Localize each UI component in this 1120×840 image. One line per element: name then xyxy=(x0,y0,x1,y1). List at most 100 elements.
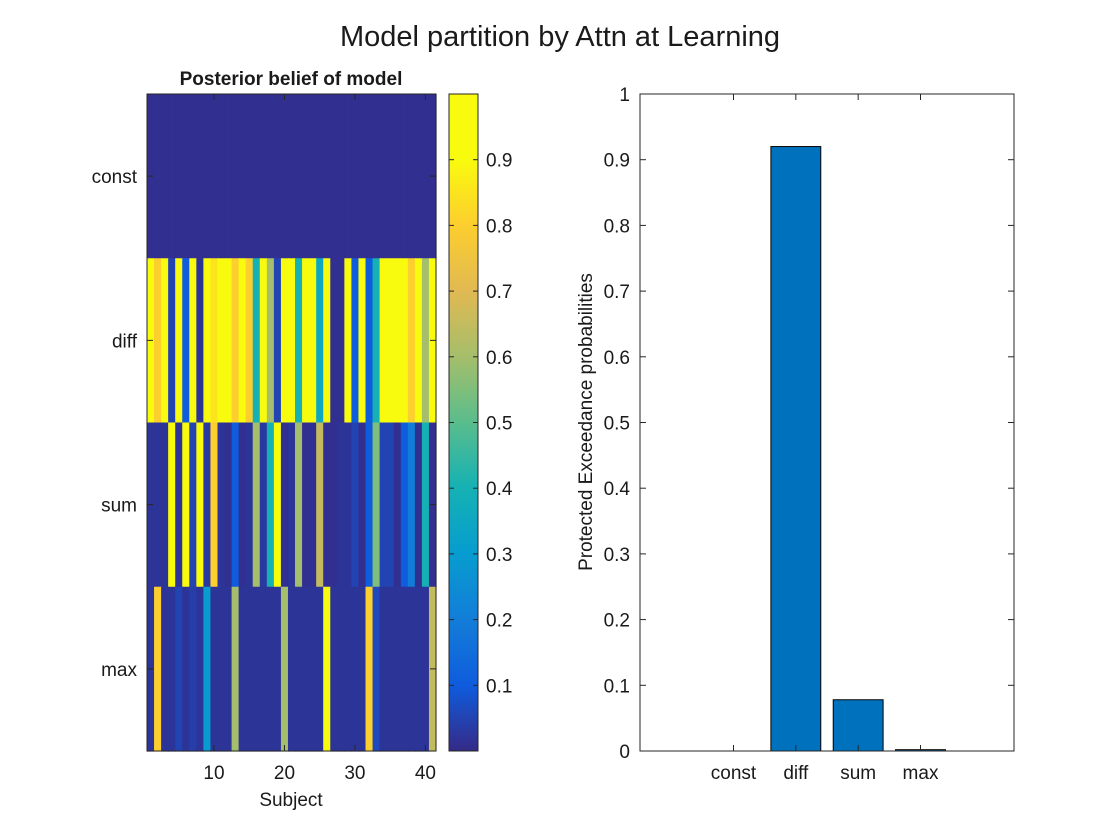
bar-diff xyxy=(770,146,822,752)
heatmap-cell xyxy=(337,258,345,424)
bar-series xyxy=(770,146,946,752)
heatmap-cell xyxy=(365,258,374,424)
heatmap-cell xyxy=(309,94,317,259)
heatmap-cell xyxy=(421,586,430,752)
bar-y-tick-label: 0.6 xyxy=(604,348,630,369)
heatmap-cell xyxy=(196,94,204,259)
heatmap-cell xyxy=(302,94,310,259)
heatmap-cell xyxy=(252,258,261,424)
heatmap-cell xyxy=(421,258,430,424)
heatmap-cell xyxy=(323,422,331,588)
heatmap-cell xyxy=(224,422,233,588)
heatmap-cell xyxy=(421,422,430,588)
heatmap-cell xyxy=(196,258,204,424)
heatmap-cell xyxy=(344,422,353,588)
heatmap-cell xyxy=(316,94,324,259)
heatmap-cell xyxy=(259,258,268,424)
heatmap-cell xyxy=(365,586,374,752)
heatmap-cell xyxy=(252,94,261,259)
bar-y-tick-label: 0 xyxy=(619,742,630,763)
bar-y-tick-label: 0.7 xyxy=(604,282,630,303)
heatmap-cell xyxy=(302,422,310,588)
bar-y-tick-label: 0.8 xyxy=(604,216,630,237)
heatmap-cell xyxy=(323,94,331,259)
heatmap-cell xyxy=(245,586,254,752)
colorbar-tick-label: 0.4 xyxy=(486,479,513,500)
heatmap-cell xyxy=(323,258,331,424)
heatmap-cell xyxy=(323,586,331,752)
heatmap-cell xyxy=(154,258,162,424)
heatmap-cell xyxy=(168,586,176,752)
heatmap-cell xyxy=(365,94,374,259)
heatmap-cell xyxy=(287,422,296,588)
colorbar-tick-label: 0.6 xyxy=(486,348,512,369)
heatmap-cell xyxy=(400,586,409,752)
colorbar-tick-label: 0.7 xyxy=(486,282,512,303)
heatmap-cell xyxy=(168,422,176,588)
heatmap-cell xyxy=(203,586,212,752)
heatmap-cell xyxy=(217,94,226,259)
heatmap-y-tick-label: const xyxy=(92,167,138,188)
heatmap-cell xyxy=(414,258,423,424)
heatmap-cell xyxy=(273,586,282,752)
heatmap-cell xyxy=(295,94,303,259)
heatmap-ticks: const diff sum max 10 20 30 40 xyxy=(92,94,436,784)
heatmap-cell xyxy=(280,422,289,588)
heatmap-cell xyxy=(252,422,261,588)
bar-axes-frame xyxy=(639,93,1015,752)
heatmap-cell xyxy=(414,422,423,588)
heatmap-cell xyxy=(196,422,204,588)
heatmap-cell xyxy=(287,258,296,424)
heatmap-cell xyxy=(273,258,282,424)
heatmap-cell xyxy=(217,422,226,588)
heatmap-cell xyxy=(358,258,367,424)
heatmap-cell xyxy=(245,422,254,588)
colorbar-ticks: 0.1 0.2 0.3 0.4 0.5 0.6 0.7 0.8 0.9 xyxy=(449,151,513,697)
heatmap-cell xyxy=(400,258,409,424)
colorbar-tick-label: 0.2 xyxy=(486,611,512,632)
heatmap-cell xyxy=(414,94,423,259)
heatmap-cell xyxy=(287,586,296,752)
heatmap-cell xyxy=(330,586,338,752)
heatmap-cell xyxy=(238,94,247,259)
heatmap-x-label: Subject xyxy=(259,790,323,811)
heatmap-cell xyxy=(161,422,169,588)
heatmap-cell xyxy=(414,586,423,752)
heatmap-cell xyxy=(295,422,303,588)
heatmap-cell xyxy=(337,94,345,259)
heatmap-cell xyxy=(182,94,190,259)
heatmap-cell xyxy=(344,586,353,752)
heatmap-cell xyxy=(393,586,402,752)
heatmap-cell xyxy=(407,94,416,259)
heatmap-cell xyxy=(231,586,240,752)
heatmap-cell xyxy=(330,94,338,259)
bar-y-tick-label: 1 xyxy=(619,85,630,106)
colorbar: 0.1 0.2 0.3 0.4 0.5 0.6 0.7 0.8 0.9 xyxy=(448,93,513,752)
heatmap-cell xyxy=(330,422,338,588)
bar-y-tick-label: 0.5 xyxy=(604,414,630,435)
heatmap-cell xyxy=(393,422,402,588)
heatmap-cell xyxy=(379,586,388,752)
heatmap-x-tick-label: 40 xyxy=(415,763,436,784)
bar-x-tick-label: sum xyxy=(840,763,876,784)
heatmap-cell xyxy=(182,258,190,424)
heatmap-cell xyxy=(407,586,416,752)
heatmap-cell xyxy=(231,258,240,424)
heatmap-cell xyxy=(175,586,183,752)
heatmap-cell xyxy=(245,258,254,424)
heatmap-cell xyxy=(196,586,204,752)
bar-y-tick-label: 0.1 xyxy=(604,676,630,697)
heatmap-cell xyxy=(259,586,268,752)
heatmap-cell xyxy=(182,586,190,752)
bar-y-label: Protected Exceedance probabilities xyxy=(576,273,597,571)
bar-y-tick-label: 0.4 xyxy=(604,479,631,500)
bar-y-tick-label: 0.2 xyxy=(604,611,630,632)
heatmap-cell xyxy=(400,422,409,588)
heatmap-cell xyxy=(316,422,324,588)
heatmap-cell xyxy=(189,258,197,424)
heatmap-cell xyxy=(280,258,289,424)
heatmap-cell xyxy=(273,422,282,588)
heatmap-cell xyxy=(379,94,388,259)
heatmap-cell xyxy=(316,258,324,424)
